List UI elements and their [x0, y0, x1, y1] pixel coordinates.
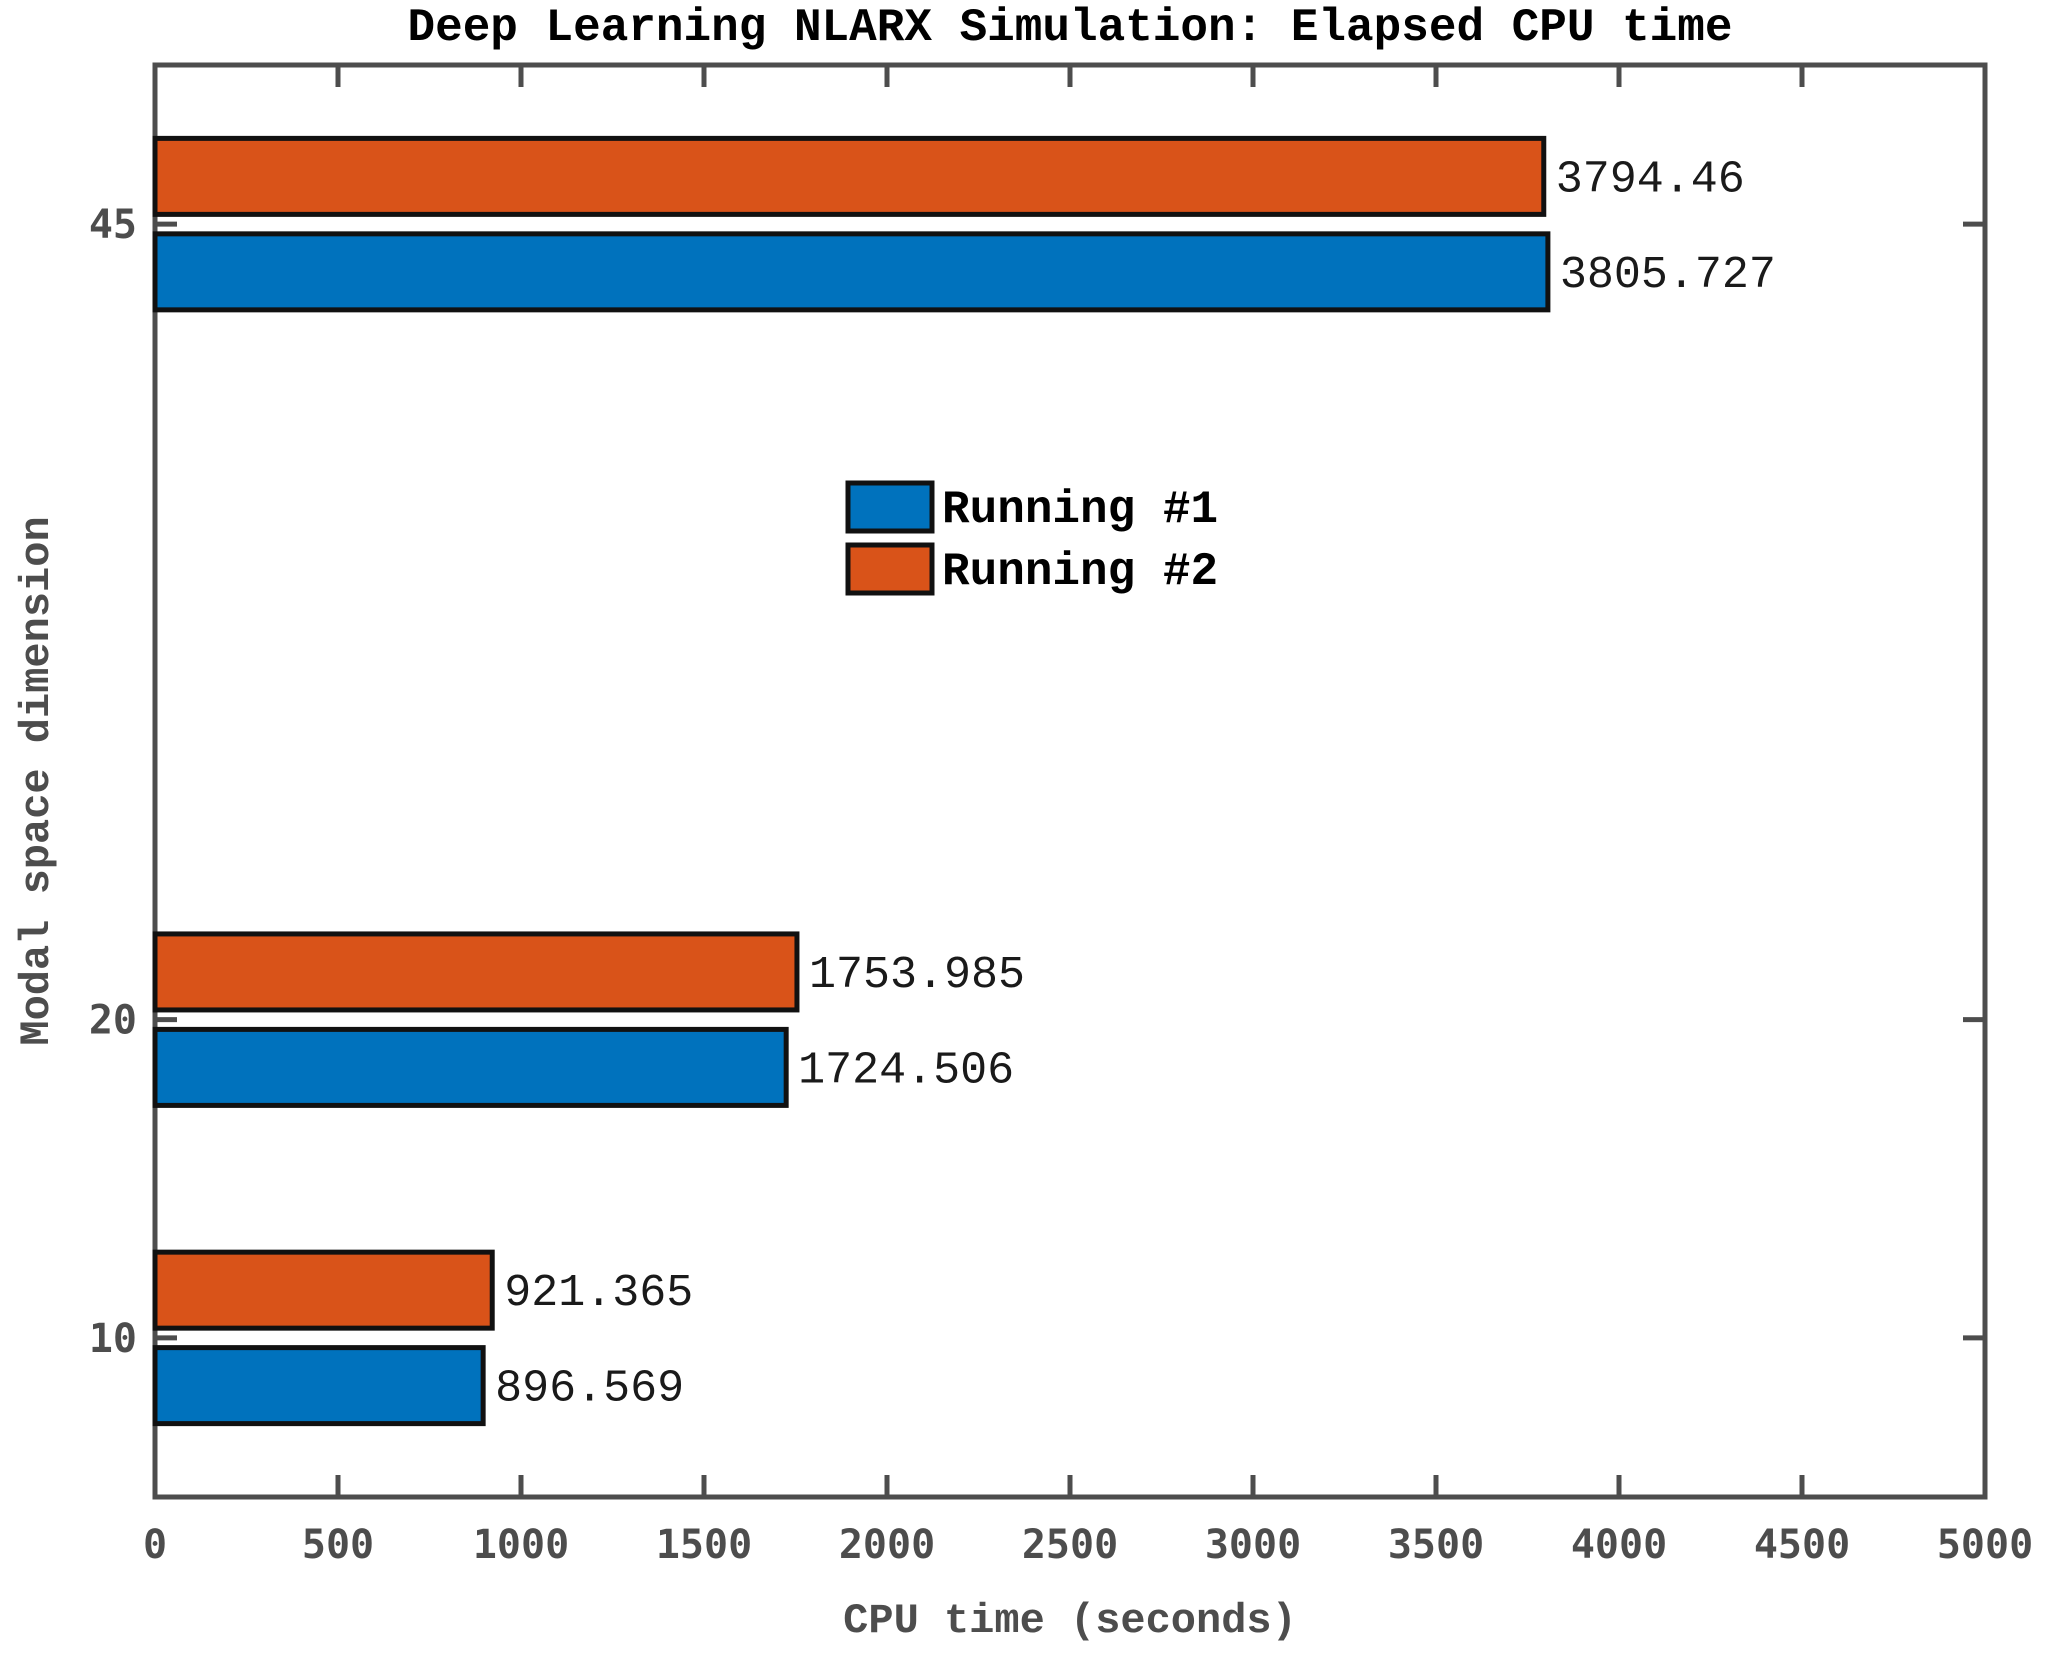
tick-marks: [152, 65, 1988, 1497]
x-tick-label: 2500: [1022, 1522, 1118, 1568]
x-tick-label: 3500: [1388, 1522, 1484, 1568]
bars-group: [152, 135, 1551, 1427]
x-tick-label: 1000: [473, 1522, 569, 1568]
x-tick-label: 1500: [656, 1522, 752, 1568]
x-tick-label: 4000: [1571, 1522, 1667, 1568]
legend-swatch-running-1: [845, 480, 935, 534]
bar-value-label: 896.569: [495, 1364, 684, 1415]
x-tick-label: 5000: [1937, 1522, 2033, 1568]
x-tick-label: 3000: [1205, 1522, 1301, 1568]
x-tick-label: 0: [143, 1522, 167, 1568]
bar-running-1-cat-45: [152, 231, 1551, 313]
bar-running-1-cat-20: [152, 1026, 789, 1108]
legend: Running #1 Running #2: [845, 480, 1218, 598]
legend-label-running-1: Running #1: [942, 484, 1218, 536]
tick-labels-group: 0 500 1000 1500 2000 2500 3000 3500 4000 4500 5000…: [89, 202, 2033, 1568]
bar-running-2-cat-20: [152, 931, 800, 1013]
x-tick-label: 4500: [1754, 1522, 1850, 1568]
y-tick-label: 45: [89, 202, 137, 248]
x-tick-label: 2000: [839, 1522, 935, 1568]
bar-value-label: 3805.727: [1560, 250, 1776, 301]
legend-swatch-running-2: [845, 542, 935, 596]
bar-running-2-cat-45: [152, 135, 1547, 217]
x-tick-label: 500: [302, 1522, 374, 1568]
bar-value-label: 1724.506: [798, 1045, 1014, 1096]
chart-title: Deep Learning NLARX Simulation: Elapsed …: [407, 2, 1732, 54]
bar-running-1-cat-10: [152, 1345, 486, 1427]
bar-value-label: 921.365: [504, 1268, 693, 1319]
y-tick-label: 10: [89, 1316, 137, 1362]
y-tick-label: 20: [89, 998, 137, 1044]
value-labels-group: 896.569 1724.506 3805.727 921.365 1753.985 37…: [495, 154, 1776, 1414]
bar-running-2-cat-10: [152, 1249, 495, 1331]
x-axis-label: CPU time (seconds): [843, 1597, 1297, 1645]
bar-value-label: 1753.985: [809, 950, 1025, 1001]
legend-label-running-2: Running #2: [942, 546, 1218, 598]
y-axis-label: Modal space dimension: [13, 516, 61, 1045]
bar-value-label: 3794.46: [1556, 154, 1745, 205]
